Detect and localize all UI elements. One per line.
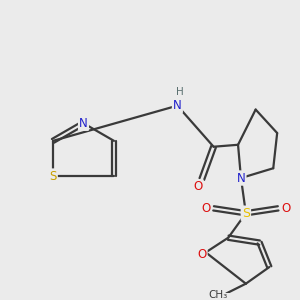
Text: O: O <box>201 202 210 215</box>
Text: O: O <box>281 202 291 215</box>
Text: O: O <box>193 180 203 193</box>
Text: S: S <box>49 169 57 183</box>
Text: N: N <box>79 117 88 130</box>
Text: CH₃: CH₃ <box>209 290 228 300</box>
Text: N: N <box>237 172 245 184</box>
Text: H: H <box>176 87 184 97</box>
Text: O: O <box>197 248 206 261</box>
Text: S: S <box>242 207 250 220</box>
Text: N: N <box>173 99 182 112</box>
